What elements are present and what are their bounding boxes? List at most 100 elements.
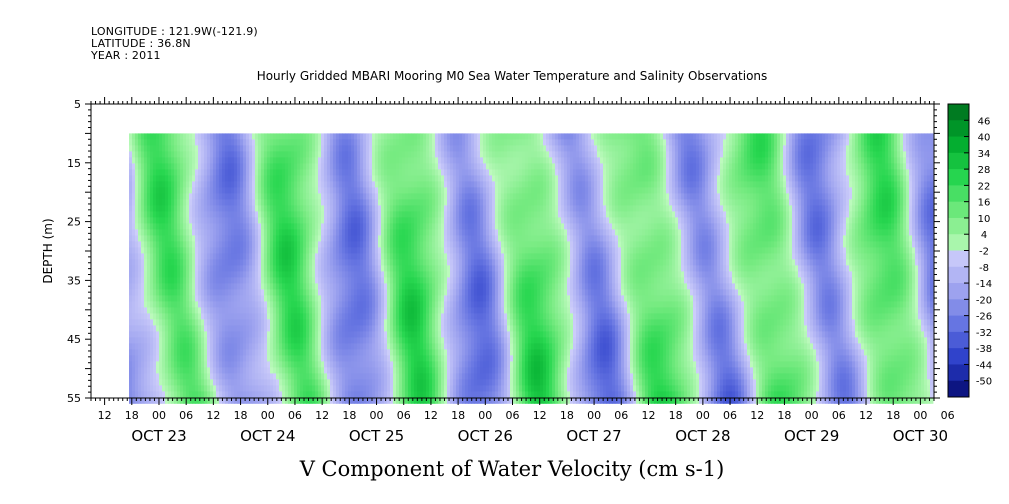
heatmap-cell	[222, 319, 226, 326]
heatmap-cell	[240, 223, 244, 230]
heatmap-cell	[312, 343, 316, 350]
heatmap-cell	[261, 289, 265, 296]
heatmap-cell	[228, 283, 232, 290]
heatmap-cell	[396, 181, 400, 188]
heatmap-cell	[264, 157, 268, 164]
heatmap-cell	[444, 289, 448, 296]
heatmap-cell	[453, 391, 457, 398]
heatmap-cell	[135, 385, 139, 392]
heatmap-cell	[342, 265, 346, 272]
heatmap-cell	[408, 349, 412, 356]
heatmap-cell	[438, 151, 442, 158]
heatmap-cell	[234, 157, 238, 164]
heatmap-cell	[456, 181, 460, 188]
heatmap-cell	[450, 289, 454, 296]
heatmap-cell	[333, 241, 337, 248]
heatmap-cell	[354, 271, 358, 278]
heatmap-cell	[162, 289, 166, 296]
heatmap-cell	[147, 199, 151, 206]
heatmap-cell	[426, 391, 430, 398]
heatmap-cell	[414, 199, 418, 206]
heatmap-cell	[288, 379, 292, 386]
heatmap-cell	[411, 235, 415, 242]
heatmap-cell	[216, 133, 220, 140]
heatmap-cell	[432, 283, 436, 290]
heatmap-cell	[276, 313, 280, 320]
heatmap-cell	[255, 361, 259, 368]
heatmap-cell	[444, 193, 448, 200]
heatmap-cell	[348, 175, 352, 182]
heatmap-cell	[375, 331, 379, 338]
heatmap-cell	[207, 157, 211, 164]
heatmap-cell	[162, 349, 166, 356]
heatmap-cell	[435, 181, 439, 188]
heatmap-cell	[360, 259, 364, 266]
heatmap-cell	[456, 391, 460, 398]
heatmap-cell	[294, 331, 298, 338]
heatmap-cell	[276, 373, 280, 380]
heatmap-cell	[300, 331, 304, 338]
heatmap-cell	[336, 397, 340, 404]
heatmap-cell	[372, 157, 376, 164]
heatmap-cell	[453, 157, 457, 164]
heatmap-cell	[276, 301, 280, 308]
heatmap-cell	[132, 325, 136, 332]
heatmap-cell	[381, 175, 385, 182]
heatmap-cell	[156, 325, 160, 332]
heatmap-cell	[273, 253, 277, 260]
heatmap-cell	[408, 241, 412, 248]
heatmap-cell	[231, 139, 235, 146]
heatmap-cell	[273, 169, 277, 176]
heatmap-cell	[303, 253, 307, 260]
heatmap-cell	[396, 313, 400, 320]
heatmap-cell	[195, 271, 199, 278]
heatmap-cell	[372, 397, 376, 404]
heatmap-cell	[456, 235, 460, 242]
longitude-label: LONGITUDE : 121.9W(-121.9)	[91, 25, 258, 38]
heatmap-cell	[162, 385, 166, 392]
heatmap-cell	[429, 169, 433, 176]
heatmap-cell	[402, 205, 406, 212]
heatmap-cell	[177, 181, 181, 188]
heatmap-cell	[333, 343, 337, 350]
heatmap-cell	[189, 337, 193, 344]
heatmap-cell	[420, 259, 424, 266]
heatmap-cell	[375, 247, 379, 254]
heatmap-cell	[315, 265, 319, 272]
heatmap-cell	[279, 211, 283, 218]
heatmap-cell	[129, 253, 133, 260]
heatmap-cell	[228, 361, 232, 368]
heatmap-cell	[186, 283, 190, 290]
heatmap-cell	[387, 289, 391, 296]
heatmap-cell	[423, 163, 427, 170]
heatmap-cell	[183, 169, 187, 176]
heatmap-cell	[252, 139, 256, 146]
heatmap-cell	[135, 247, 139, 254]
heatmap-cell	[414, 295, 418, 302]
heatmap-cell	[417, 157, 421, 164]
heatmap-cell	[180, 175, 184, 182]
heatmap-cell	[222, 385, 226, 392]
heatmap-cell	[192, 223, 196, 230]
heatmap-cell	[297, 193, 301, 200]
heatmap-cell	[459, 367, 463, 374]
heatmap-cell	[222, 277, 226, 284]
heatmap-cell	[291, 295, 295, 302]
heatmap-cell	[369, 397, 373, 404]
heatmap-cell	[297, 259, 301, 266]
heatmap-cell	[189, 223, 193, 230]
heatmap-cell	[174, 163, 178, 170]
heatmap-cell	[237, 379, 241, 386]
heatmap-cell	[426, 379, 430, 386]
heatmap-cell	[177, 385, 181, 392]
heatmap-cell	[312, 277, 316, 284]
heatmap-cell	[222, 145, 226, 152]
heatmap-cell	[252, 211, 256, 218]
heatmap-cell	[438, 283, 442, 290]
heatmap-cell	[132, 169, 136, 176]
heatmap-cell	[270, 397, 274, 404]
heatmap-cell	[222, 139, 226, 146]
heatmap-cell	[381, 133, 385, 140]
heatmap-cell	[339, 379, 343, 386]
heatmap-cell	[255, 331, 259, 338]
